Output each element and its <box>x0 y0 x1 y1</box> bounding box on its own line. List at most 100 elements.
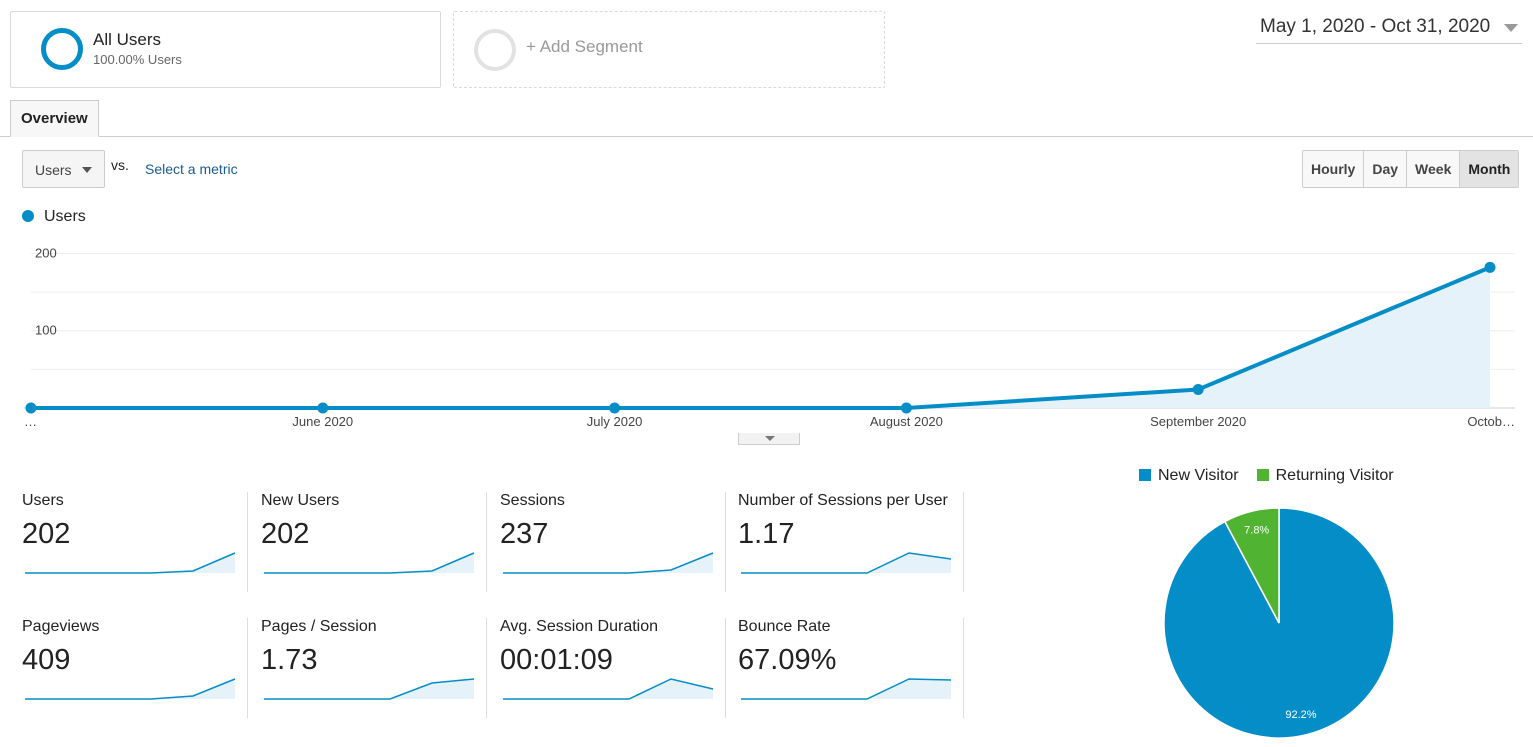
legend-square-icon <box>1139 469 1151 481</box>
scorecard-value: 1.73 <box>261 644 318 676</box>
chart-legend: Users <box>22 208 86 226</box>
scorecard[interactable]: Pages / Session 1.73 <box>261 618 487 718</box>
pie-slice-label: 92.2% <box>1285 709 1316 721</box>
add-segment-label: + Add Segment <box>526 37 643 56</box>
scorecard-value: 1.17 <box>738 518 795 550</box>
scorecard-sparkline <box>503 678 714 700</box>
sparkline-line <box>503 552 714 574</box>
scorecard-value: 202 <box>22 518 71 550</box>
x-tick-label: September 2020 <box>1150 414 1246 429</box>
date-range-picker[interactable]: May 1, 2020 - Oct 31, 2020 <box>1256 14 1522 44</box>
x-tick-label: June 2020 <box>292 414 353 429</box>
scorecard-sparkline <box>25 552 236 574</box>
series-line-users <box>31 265 1491 410</box>
scorecard[interactable]: Sessions 237 <box>500 492 726 592</box>
sparkline-line <box>25 678 236 700</box>
pie-legend-returning-label: Returning Visitor <box>1275 467 1394 484</box>
y-tick-label: 200 <box>35 245 57 260</box>
granularity-day-button[interactable]: Day <box>1364 151 1408 187</box>
scorecard-label: Pageviews <box>22 618 100 635</box>
series-area-users <box>31 267 1490 408</box>
x-tick-label: … <box>24 414 37 429</box>
date-range-text: May 1, 2020 - Oct 31, 2020 <box>1260 16 1491 37</box>
y-tick-label: 100 <box>35 323 57 338</box>
legend-dot-icon <box>22 210 34 222</box>
pie-slice[interactable] <box>1223 507 1280 624</box>
sparkline-line <box>503 678 714 700</box>
sparkline-area <box>741 679 951 699</box>
x-tick-label: August 2020 <box>870 414 943 429</box>
scorecard-sparkline <box>264 678 475 700</box>
segment-ring-icon <box>41 28 83 70</box>
data-point[interactable] <box>609 402 621 414</box>
pie-legend: New Visitor Returning Visitor <box>1139 467 1394 485</box>
sparkline-line <box>264 678 475 700</box>
sparkline-line <box>264 552 475 574</box>
data-point[interactable] <box>900 402 912 414</box>
scorecard[interactable]: Bounce Rate 67.09% <box>738 618 964 718</box>
data-point[interactable] <box>1192 383 1204 395</box>
segment-subtitle: 100.00% Users <box>93 52 182 67</box>
scorecard-value: 00:01:09 <box>500 644 613 676</box>
granularity-hourly-button[interactable]: Hourly <box>1303 151 1365 187</box>
sparkline-line <box>25 552 236 574</box>
scorecard-value: 409 <box>22 644 71 676</box>
segment-placeholder-icon <box>474 29 516 71</box>
sparkline-line <box>741 678 952 700</box>
chevron-down-icon <box>765 436 775 441</box>
select-metric-link[interactable]: Select a metric <box>145 161 238 177</box>
scorecard[interactable]: Pageviews 409 <box>22 618 248 718</box>
chevron-down-icon <box>82 167 92 173</box>
scorecard-sparkline <box>503 552 714 574</box>
metric-dropdown[interactable]: Users <box>22 150 105 188</box>
x-tick-label: Octob… <box>1467 414 1515 429</box>
scorecard-sparkline <box>741 678 952 700</box>
scorecard[interactable]: Users 202 <box>22 492 248 592</box>
chart-collapse-handle[interactable] <box>738 433 800 445</box>
x-tick-label: July 2020 <box>587 414 643 429</box>
vs-label: vs. <box>111 157 129 173</box>
data-point[interactable] <box>25 402 37 414</box>
tab-overview[interactable]: Overview <box>10 100 99 137</box>
sparkline-area <box>503 553 713 573</box>
sparkline-area <box>25 553 235 573</box>
scorecard-label: Pages / Session <box>261 618 377 635</box>
segment-all-users[interactable]: All Users 100.00% Users <box>10 11 441 88</box>
scorecard-sparkline <box>25 678 236 700</box>
scorecard-label: Users <box>22 492 64 509</box>
add-segment-button[interactable]: + Add Segment <box>453 11 885 88</box>
pie-legend-new-label: New Visitor <box>1158 467 1239 484</box>
sparkline-area <box>25 679 235 699</box>
scorecard[interactable]: New Users 202 <box>261 492 487 592</box>
sparkline-area <box>264 553 474 573</box>
scorecard[interactable]: Avg. Session Duration 00:01:09 <box>500 618 726 718</box>
metric-dropdown-value: Users <box>35 162 72 178</box>
scorecard-sparkline <box>264 552 475 574</box>
pie-slice-label: 7.8% <box>1244 525 1269 537</box>
chevron-down-icon <box>1504 24 1518 32</box>
granularity-month-button[interactable]: Month <box>1460 151 1519 187</box>
sparkline-line <box>741 552 952 574</box>
data-point[interactable] <box>1484 261 1496 273</box>
data-point[interactable] <box>317 402 329 414</box>
sparkline-area <box>264 679 474 699</box>
scorecard-label: Sessions <box>500 492 565 509</box>
segment-title: All Users <box>93 30 162 49</box>
pie-legend-new: New Visitor <box>1139 467 1239 485</box>
scorecard[interactable]: Number of Sessions per User 1.17 <box>738 492 964 592</box>
tab-bar: Overview <box>0 100 1533 137</box>
scorecard-label: New Users <box>261 492 340 509</box>
granularity-toggle: Hourly Day Week Month <box>1302 150 1520 188</box>
legend-square-icon <box>1256 469 1269 481</box>
users-line-chart: 100 200 … June 2020 July 2020 August 2020 Sept… <box>24 245 1515 429</box>
scorecard-value: 202 <box>261 518 310 550</box>
pie-legend-returning: Returning Visitor <box>1256 467 1394 485</box>
scorecard-sparkline <box>741 552 952 574</box>
scorecard-value: 237 <box>500 518 549 550</box>
legend-label-users: Users <box>44 208 86 225</box>
scorecard-label: Number of Sessions per User <box>738 492 948 509</box>
granularity-week-button[interactable]: Week <box>1407 151 1461 187</box>
scorecard-value: 67.09% <box>738 644 837 676</box>
visitor-pie-chart: 92.2% 7.8% <box>1163 507 1395 739</box>
sparkline-area <box>741 553 951 573</box>
